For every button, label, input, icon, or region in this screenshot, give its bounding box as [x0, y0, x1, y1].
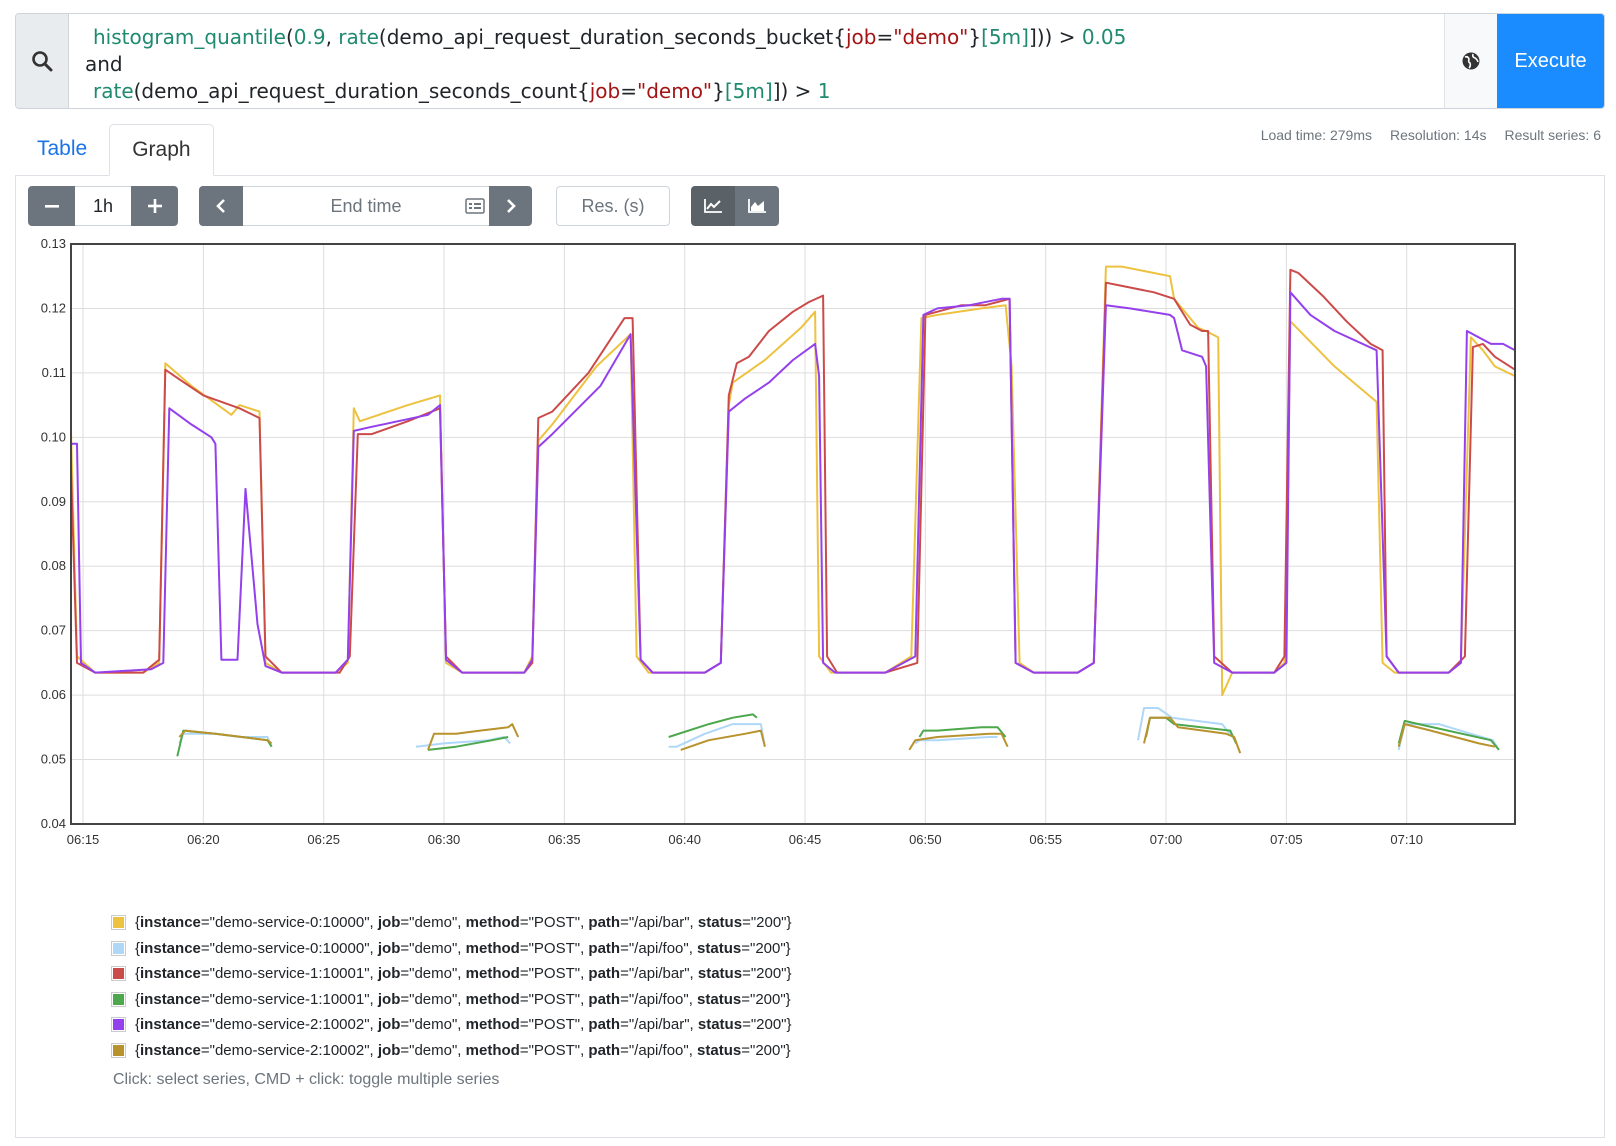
x-tick-label: 07:00: [1150, 832, 1183, 847]
query-line-2: and: [85, 52, 123, 76]
chevron-left-icon: [216, 199, 225, 213]
legend-label: {instance="demo-service-1:10001", job="d…: [135, 990, 791, 1008]
y-tick-label: 0.11: [42, 365, 66, 380]
y-tick-label: 0.04: [41, 816, 66, 831]
result-series: Result series: 6: [1504, 127, 1601, 143]
query-line-1: histogram_quantile(0.9, rate(demo_api_re…: [93, 25, 1127, 49]
series-line-2: [178, 707, 1498, 751]
unstacked-button[interactable]: [691, 186, 735, 226]
x-tick-label: 07:05: [1270, 832, 1303, 847]
decrease-range-button[interactable]: [28, 186, 75, 226]
area-chart-icon: [748, 199, 766, 213]
y-tick-label: 0.12: [41, 300, 66, 315]
view-tabs: Table Graph: [15, 124, 214, 176]
x-tick-label: 06:50: [909, 832, 942, 847]
legend-label: {instance="demo-service-2:10002", job="d…: [135, 1016, 792, 1034]
range-control: 1h: [28, 186, 178, 226]
calendar-icon[interactable]: [465, 198, 485, 214]
legend-swatch: [111, 1017, 126, 1033]
legend-swatch: [111, 1042, 126, 1058]
graph-panel: [15, 175, 1605, 1138]
metrics-explorer-icon[interactable]: [1444, 14, 1497, 108]
end-time-placeholder: End time: [330, 196, 402, 216]
resolution: Resolution: 14s: [1390, 127, 1487, 143]
x-tick-label: 06:35: [548, 832, 581, 847]
x-tick-label: 06:20: [187, 832, 220, 847]
series-line-6: [178, 716, 1496, 754]
legend-swatch: [111, 940, 126, 956]
series-line-4: [176, 713, 1500, 757]
y-tick-label: 0.08: [41, 558, 66, 573]
series-legend: {instance="demo-service-0:10000", job="d…: [111, 910, 792, 1064]
x-tick-label: 06:55: [1029, 832, 1062, 847]
y-tick-label: 0.09: [41, 494, 66, 509]
legend-label: {instance="demo-service-2:10002", job="d…: [135, 1041, 791, 1059]
legend-item[interactable]: {instance="demo-service-1:10001", job="d…: [111, 987, 792, 1013]
query-bar: histogram_quantile(0.9, rate(demo_api_re…: [15, 13, 1605, 109]
tab-table[interactable]: Table: [37, 137, 88, 160]
legend-item[interactable]: {instance="demo-service-2:10002", job="d…: [111, 1038, 792, 1064]
x-tick-label: 06:40: [668, 832, 701, 847]
end-time-input[interactable]: End time: [243, 186, 489, 226]
legend-item[interactable]: {instance="demo-service-2:10002", job="d…: [111, 1012, 792, 1038]
series-line-5: [71, 291, 1516, 674]
stack-toggle: [691, 186, 779, 226]
tab-graph[interactable]: Graph: [109, 124, 214, 176]
y-tick-label: 0.07: [41, 623, 66, 638]
time-series-chart[interactable]: 0.04 0.05 0.06 0.07 0.08 0.09 0.10 0.11 0.12 0.13…: [0, 230, 1560, 860]
legend-label: {instance="demo-service-0:10000", job="d…: [135, 939, 791, 957]
legend-label: {instance="demo-service-1:10001", job="d…: [135, 965, 792, 983]
y-tick-label: 0.06: [41, 687, 66, 702]
resolution-input[interactable]: Res. (s): [556, 186, 670, 226]
increase-range-button[interactable]: [131, 186, 178, 226]
x-tick-label: 06:25: [307, 832, 340, 847]
query-stats: Load time: 279ms Resolution: 14s Result …: [1261, 127, 1601, 143]
execute-button[interactable]: Execute: [1497, 14, 1604, 108]
minus-icon: [44, 205, 59, 208]
legend-item[interactable]: {instance="demo-service-1:10001", job="d…: [111, 961, 792, 987]
line-chart-icon: [704, 199, 722, 213]
query-line-3: rate(demo_api_request_duration_seconds_c…: [93, 79, 831, 103]
y-tick-label: 0.10: [41, 429, 66, 444]
legend-swatch: [111, 991, 126, 1007]
query-input[interactable]: histogram_quantile(0.9, rate(demo_api_re…: [69, 14, 1444, 108]
legend-swatch: [111, 966, 126, 982]
x-tick-label: 07:10: [1390, 832, 1423, 847]
load-time: Load time: 279ms: [1260, 127, 1372, 143]
legend-item[interactable]: {instance="demo-service-0:10000", job="d…: [111, 910, 792, 936]
resolution-control: Res. (s): [556, 186, 670, 226]
next-time-button[interactable]: [489, 186, 532, 226]
chevron-right-icon: [506, 199, 516, 213]
legend-label: {instance="demo-service-0:10000", job="d…: [135, 914, 792, 932]
x-tick-label: 06:45: [789, 832, 822, 847]
range-input[interactable]: 1h: [75, 186, 131, 226]
legend-hint: Click: select series, CMD + click: toggl…: [113, 1071, 500, 1088]
previous-time-button[interactable]: [199, 186, 243, 226]
end-time-control: End time: [199, 186, 532, 226]
stacked-button[interactable]: [735, 186, 779, 226]
plot-frame: [70, 243, 1516, 825]
search-icon: [16, 14, 69, 108]
x-tick-label: 06:30: [428, 832, 461, 847]
legend-item[interactable]: {instance="demo-service-0:10000", job="d…: [111, 936, 792, 962]
legend-swatch: [111, 915, 126, 931]
y-tick-label: 0.05: [41, 752, 66, 767]
plus-icon: [147, 199, 162, 213]
y-tick-label: 0.13: [41, 236, 66, 251]
x-tick-label: 06:15: [67, 832, 100, 847]
